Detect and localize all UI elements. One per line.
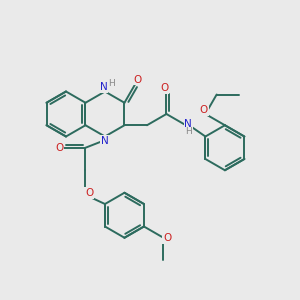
Text: O: O	[133, 75, 141, 85]
Text: H: H	[108, 79, 115, 88]
Text: O: O	[200, 105, 208, 116]
Text: O: O	[163, 233, 171, 243]
Text: H: H	[185, 127, 192, 136]
Text: O: O	[160, 83, 168, 93]
Text: N: N	[184, 119, 192, 129]
Text: O: O	[85, 188, 93, 198]
Text: N: N	[101, 136, 109, 146]
Text: N: N	[100, 82, 107, 92]
Text: O: O	[55, 143, 64, 153]
